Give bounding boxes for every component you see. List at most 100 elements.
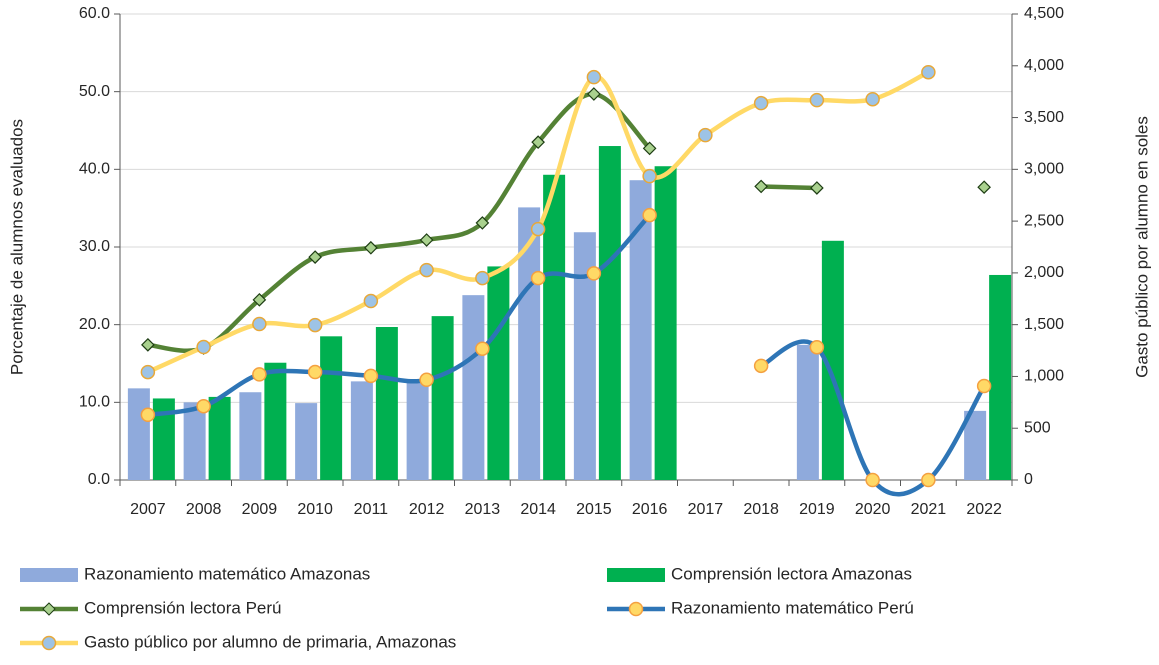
line-marker [642,141,657,156]
y-tick-label: 50.0 [79,83,110,100]
line-marker [865,472,880,488]
line-marker [475,270,490,286]
line [758,184,820,191]
bar [989,274,1012,480]
bar [152,398,175,480]
legend-marker [42,602,56,616]
line [145,69,931,375]
line-marker [140,364,156,380]
line-marker [753,358,769,374]
bar [598,146,621,481]
line-marker [475,341,490,356]
y2-tick-label: 2,500 [1024,212,1064,229]
x-tick-label: 2010 [297,501,333,518]
bar [573,232,596,480]
y2-tick-label: 3,000 [1024,161,1064,178]
legend-label: Gasto público por alumno de primaria, Am… [84,632,456,651]
bar [518,207,541,480]
line-marker [475,216,490,230]
line-marker [642,168,657,184]
line-marker [252,367,267,382]
line [758,339,987,497]
line-marker [865,91,880,107]
bar [320,336,343,480]
line-marker [809,92,825,108]
x-tick-label: 2007 [130,501,166,518]
legend-label: Razonamiento matemático Amazonas [84,564,370,583]
line-marker [252,292,267,307]
bar [208,396,231,480]
line-marker [586,266,602,281]
line-marker [363,293,379,309]
y2-tick-label: 500 [1024,419,1051,436]
line-marker [976,378,992,394]
line-marker [196,398,211,414]
bar [431,316,454,480]
line-marker [363,368,379,384]
y2-axis-label: Gasto público por alumno en soles [1132,116,1151,378]
y2-tick-label: 0 [1024,471,1033,488]
bar [462,295,485,480]
line [145,212,652,418]
y-tick-label: 30.0 [79,238,110,255]
y2-tick-label: 4,500 [1024,5,1064,22]
y-tick-label: 10.0 [79,394,110,411]
line-marker [810,181,824,195]
y-tick-label: 20.0 [79,316,110,333]
bar [406,382,429,480]
bar [127,388,150,480]
line-marker [530,270,546,286]
line-marker [419,233,434,247]
bar [821,240,844,480]
legend-label: Comprensión lectora Amazonas [671,564,912,583]
bar [239,392,262,480]
legend-swatch [607,568,665,582]
line-marker [307,317,323,333]
bar [183,402,206,480]
line-marker [977,180,991,195]
bar [295,403,318,480]
x-tick-label: 2022 [966,501,1002,518]
y-tick-label: 0.0 [88,471,110,488]
line-marker [140,407,156,423]
y2-tick-label: 3,500 [1024,109,1064,126]
x-tick-label: 2015 [576,501,612,518]
y-tick-label: 60.0 [79,5,110,22]
legend-marker [628,601,644,617]
line-marker [587,87,601,101]
bar [629,180,652,480]
bar [350,381,373,480]
line-marker [419,372,434,388]
line-marker [531,135,545,149]
line-marker [364,240,378,255]
y-tick-label: 40.0 [79,161,110,178]
x-tick-label: 2008 [186,501,222,518]
line-marker [586,69,602,85]
line-marker [530,221,546,237]
bar [375,326,398,480]
bar [654,166,677,480]
line-marker [642,207,657,223]
x-tick-label: 2018 [743,501,779,518]
legend-marker [41,635,57,651]
x-tick-label: 2014 [520,501,556,518]
bar [487,266,510,480]
bar [264,362,287,480]
line-marker [809,339,825,355]
line [145,91,652,353]
line-marker [419,262,434,278]
y2-tick-label: 2,000 [1024,264,1064,281]
x-tick-label: 2016 [632,501,668,518]
legend-label: Razonamiento matemático Perú [671,598,914,617]
legend-label: Comprensión lectora Perú [84,598,281,617]
line-marker [753,95,769,111]
x-tick-label: 2012 [409,501,445,518]
line-marker [308,250,322,264]
line-marker [698,127,713,143]
line-marker [754,179,768,194]
y2-tick-label: 4,000 [1024,57,1064,74]
line-marker [141,338,155,352]
bar [796,344,819,480]
line-marker [252,316,267,332]
